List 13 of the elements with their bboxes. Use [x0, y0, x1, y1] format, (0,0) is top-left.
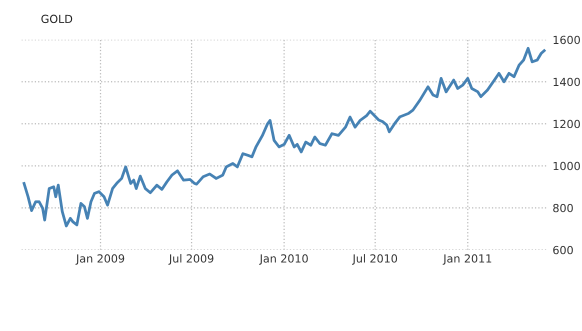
x-tick-label: Jan 2010 [259, 254, 308, 265]
x-tick-label: Jan 2009 [75, 254, 124, 265]
x-tick-label: Jul 2009 [168, 254, 214, 265]
y-tick-label: 1000 [554, 162, 580, 170]
x-tick-label: Jul 2010 [352, 254, 398, 265]
line-series [22, 46, 546, 228]
y-tick-label: 1600 [554, 36, 580, 44]
y-tick-label: 1200 [554, 120, 580, 128]
y-tick-label: 600 [553, 246, 573, 254]
chart-title: GOLD [41, 14, 72, 24]
y-tick-label: 800 [553, 204, 573, 212]
x-tick-label: Jan 2011 [442, 254, 492, 265]
y-tick-label: 1400 [554, 78, 580, 86]
